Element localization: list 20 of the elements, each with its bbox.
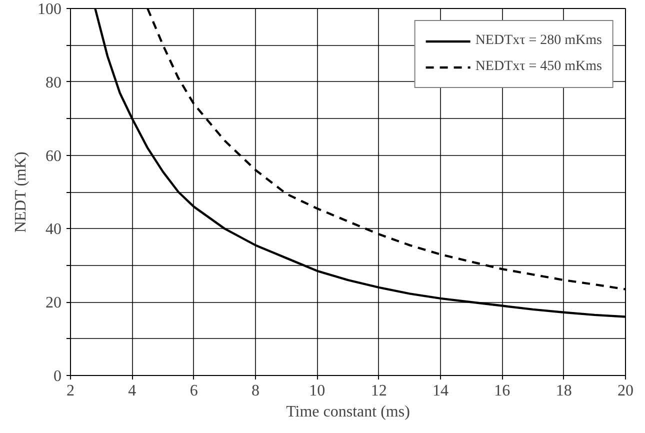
x-tick-label: 4: [128, 382, 136, 400]
x-tick-label: 18: [556, 382, 572, 400]
legend-label: NEDTxτ = 280 mKms: [475, 33, 602, 49]
x-tick-label: 12: [370, 382, 387, 400]
y-tick-label: 40: [46, 221, 62, 238]
x-tick-label: 2: [66, 382, 74, 400]
legend-label: NEDTxτ = 450 mKms: [475, 59, 602, 75]
y-tick-label: 100: [38, 1, 62, 18]
x-tick-label: 10: [309, 382, 326, 400]
x-tick-label: 8: [252, 382, 260, 400]
x-tick-label: 6: [190, 382, 198, 400]
y-tick-label: 0: [54, 368, 62, 385]
x-tick-label: 20: [618, 382, 634, 400]
x-axis-title: Time constant (ms): [286, 404, 410, 420]
y-tick-label: 20: [46, 294, 62, 312]
x-tick-label: 14: [432, 382, 448, 400]
y-axis-title: NEDT (mK): [12, 152, 30, 233]
x-tick-label: 16: [494, 382, 510, 400]
y-tick-label: 80: [46, 74, 62, 92]
y-tick-label: 60: [46, 148, 62, 165]
